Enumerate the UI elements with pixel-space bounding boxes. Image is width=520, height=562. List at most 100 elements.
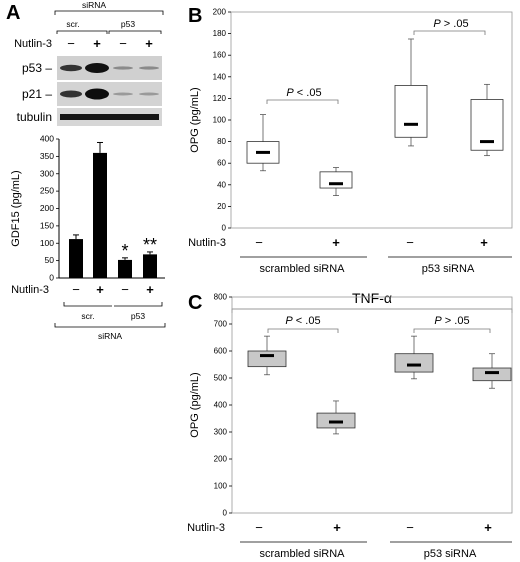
panel-label-b: B	[188, 5, 202, 27]
blot-group-p53: p53	[121, 19, 135, 29]
b-group-p53: p53 siRNA	[422, 263, 475, 275]
y-tick-label-c-0: 0	[223, 509, 228, 518]
panel-label-c: C	[188, 292, 202, 314]
panel-label-a: A	[6, 2, 20, 24]
bar-2	[118, 259, 132, 278]
y-tick-label-b-5: 100	[213, 116, 227, 125]
blot-scr-bracket	[56, 30, 108, 34]
b-pvalue-2-p: P	[433, 18, 441, 30]
c-state-2: +	[333, 520, 341, 535]
band-label-tubulin: tubulin	[17, 110, 52, 124]
band-p21-lane4	[139, 92, 159, 96]
y-tick-label-a-2: 100	[40, 238, 54, 248]
band-p53-lane2	[85, 63, 109, 73]
c-treatment-label: Nutlin-3	[187, 522, 225, 534]
blot-group-scr: scr.	[66, 19, 79, 29]
b-pvalue-1-text: < .05	[294, 87, 322, 99]
significance-mark-2: *	[121, 241, 128, 261]
b-sig-bracket-2	[413, 30, 486, 35]
b-pvalue-1-p: P	[286, 87, 294, 99]
b-state-2: +	[332, 235, 340, 250]
b-state-3: −	[406, 235, 414, 250]
band-p53-lane1	[60, 64, 82, 72]
bar-group-scr: scr.	[81, 311, 94, 321]
bar-state-2: +	[96, 282, 104, 297]
opg-box-chart-c: 0 100 200 300 400 500 600 700 800 OPG (pg/mL)	[189, 293, 513, 518]
y-tick-label-b-2: 40	[217, 180, 226, 189]
c-pvalue-2-p: P	[434, 315, 442, 327]
y-axis-label-c: OPG (pg/mL)	[189, 372, 201, 437]
c-state-3: −	[406, 520, 414, 535]
bar-treatment-label: Nutlin-3	[11, 284, 49, 296]
blot-p53-bracket	[108, 30, 162, 34]
blot-header-bracket	[54, 10, 164, 15]
c-state-4: +	[484, 520, 492, 535]
y-axis-label-b: OPG (pg/mL)	[189, 87, 201, 152]
blot-state-3: −	[119, 36, 127, 51]
y-tick-label-a-3: 150	[40, 220, 54, 230]
b-pvalue-1: P < .05	[286, 87, 321, 99]
bar-state-1: −	[72, 282, 80, 297]
y-tick-label-b-9: 180	[213, 29, 227, 38]
y-tick-label-b-7: 140	[213, 72, 227, 81]
c-pvalue-1: P < .05	[285, 315, 320, 327]
y-tick-label-a-4: 200	[40, 203, 54, 213]
significance-mark-3: **	[143, 235, 157, 255]
band-p21-lane2	[85, 88, 109, 100]
y-tick-label-c-3: 300	[214, 428, 228, 437]
y-tick-label-a-5: 250	[40, 186, 54, 196]
y-axis-label-a: GDF15 (pg/mL)	[10, 170, 22, 246]
y-tick-label-c-2: 200	[214, 455, 228, 464]
bar-group-bracket	[63, 302, 163, 307]
plot-frame-b	[230, 11, 513, 229]
band-label-p21: p21 –	[22, 87, 52, 101]
band-p53-lane3	[113, 66, 133, 70]
c-pvalue-2-text: > .05	[442, 315, 470, 327]
c-sig-bracket-1	[267, 328, 339, 333]
c-state-1: −	[255, 520, 263, 535]
y-tick-label-c-7: 700	[214, 320, 228, 329]
y-tick-label-b-8: 160	[213, 51, 227, 60]
opg-box-chart-b: 0 20 40 60 80 100 120 140 160 180 200 OPG (pg/mL)	[189, 8, 513, 233]
b-group-scrambled: scrambled siRNA	[260, 263, 346, 275]
band-p21-lane3	[113, 92, 133, 96]
b-sig-bracket-1	[266, 99, 339, 104]
b-pvalue-2-text: > .05	[441, 18, 469, 30]
panel-a-blot: siRNA scr. p53 Nutlin-3 − + − + p53 – p2…	[14, 0, 164, 126]
band-label-p53: p53 –	[22, 61, 52, 75]
box-c-3	[472, 367, 512, 382]
blot-state-1: −	[67, 36, 75, 51]
y-tick-label-b-3: 60	[217, 159, 226, 168]
y-tick-label-b-0: 0	[222, 224, 227, 233]
y-tick-label-a-6: 300	[40, 168, 54, 178]
box-b-2	[394, 85, 428, 138]
blot-treatment-label: Nutlin-3	[14, 38, 52, 50]
bar-1	[93, 152, 107, 278]
box-c-2	[394, 353, 434, 373]
c-header-bracket	[231, 308, 513, 313]
blot-state-2: +	[93, 36, 101, 51]
y-tick-label-c-8: 800	[214, 293, 228, 302]
y-tick-label-c-1: 100	[214, 482, 228, 491]
c-group-p53: p53 siRNA	[424, 548, 477, 560]
band-p53-lane4	[139, 66, 159, 70]
y-tick-label-c-5: 500	[214, 374, 228, 383]
y-tick-label-b-6: 120	[213, 94, 227, 103]
b-treatment-label: Nutlin-3	[188, 237, 226, 249]
bar-state-4: +	[146, 282, 154, 297]
bar-siRNA-bracket	[54, 323, 166, 328]
blot-siRNA-header: siRNA	[82, 0, 106, 10]
box-c-0	[247, 350, 287, 368]
b-state-1: −	[255, 235, 263, 250]
bar-siRNA-footer: siRNA	[98, 331, 122, 341]
bar-3	[143, 254, 157, 278]
band-p21-lane1	[60, 90, 82, 98]
box-b-1	[319, 171, 353, 189]
b-state-4: +	[480, 235, 488, 250]
y-tick-label-b-4: 80	[217, 137, 226, 146]
b-pvalue-2: P > .05	[433, 18, 468, 30]
c-pvalue-2: P > .05	[434, 315, 469, 327]
y-tick-label-b-1: 20	[217, 202, 226, 211]
